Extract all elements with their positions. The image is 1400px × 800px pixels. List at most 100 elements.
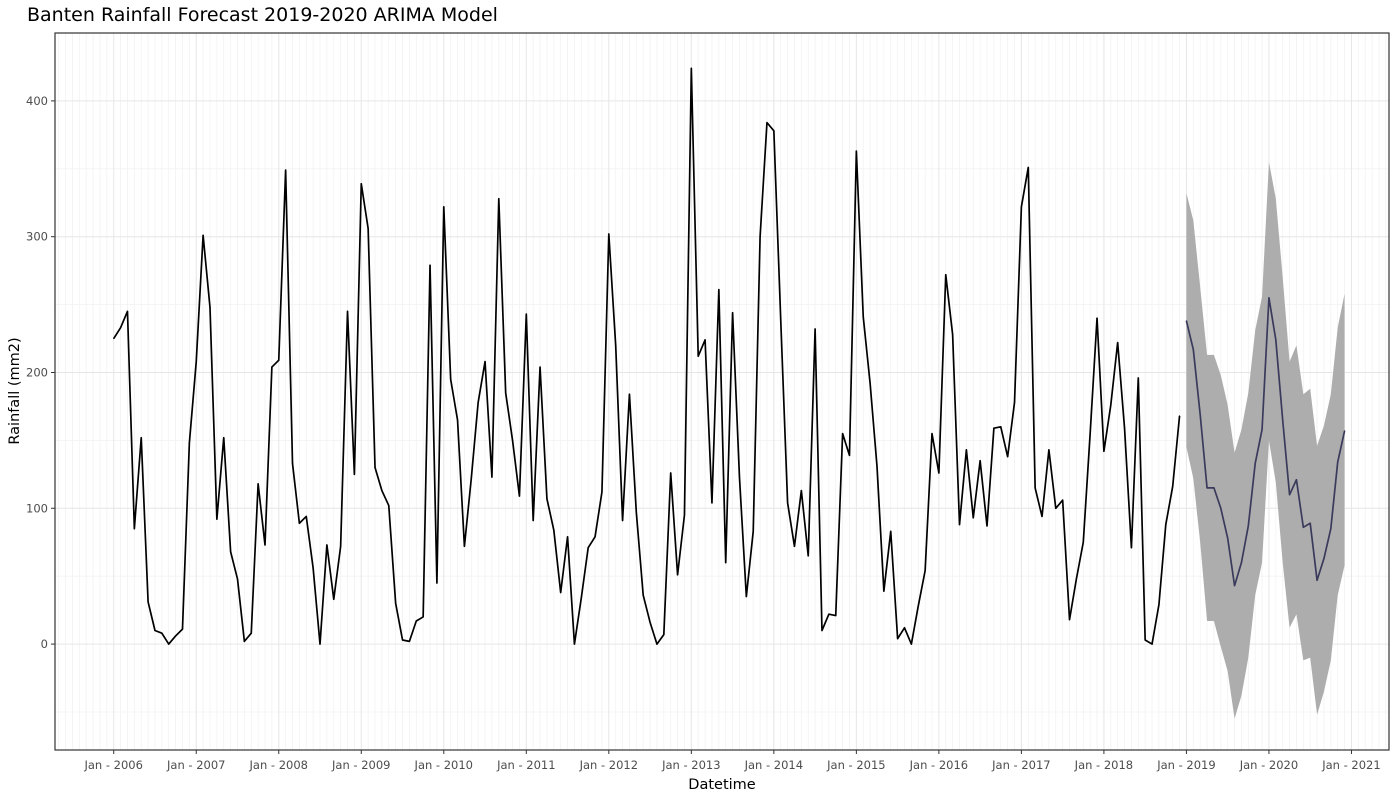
observed-point: [154, 629, 156, 632]
observed-point: [1144, 639, 1146, 641]
x-tick-label: Jan - 2007: [166, 758, 225, 772]
observed-point: [793, 545, 796, 547]
observed-point: [628, 393, 631, 395]
forecast-point: [1220, 507, 1222, 509]
observed-point: [216, 518, 218, 520]
observed-point: [1117, 342, 1119, 344]
observed-point: [1082, 541, 1084, 543]
observed-point: [814, 328, 816, 330]
observed-point: [1178, 415, 1181, 417]
observed-point: [181, 628, 184, 630]
observed-point: [635, 511, 637, 513]
observed-point: [1041, 515, 1043, 518]
forecast-rainfall-line: [1185, 296, 1346, 587]
observed-point: [243, 640, 245, 642]
forecast-point: [1343, 430, 1346, 432]
forecast-point: [1213, 487, 1215, 489]
observed-point: [842, 433, 844, 435]
forecast-point: [1323, 557, 1325, 560]
observed-point: [580, 597, 582, 599]
observed-point: [890, 530, 892, 532]
observed-point: [120, 327, 122, 329]
observed-point: [924, 570, 926, 572]
observed-point: [807, 555, 809, 557]
forecast-point: [1288, 494, 1291, 496]
observed-point: [505, 392, 507, 394]
x-tick-label: Jan - 2020: [1239, 758, 1298, 772]
observed-point: [938, 472, 940, 474]
observed-point: [539, 366, 541, 368]
observed-point: [133, 528, 135, 530]
observed-point: [456, 419, 459, 421]
observed-point: [979, 460, 981, 462]
x-tick-label: Jan - 2010: [414, 758, 473, 772]
observed-point: [594, 536, 596, 538]
x-tick-label: Jan - 2014: [744, 758, 803, 772]
observed-point: [401, 639, 404, 641]
x-tick-label: Jan - 2011: [496, 758, 555, 772]
observed-point: [1013, 401, 1016, 403]
observed-point: [415, 620, 417, 622]
observed-point: [773, 130, 775, 132]
observed-point: [972, 517, 974, 519]
observed-point: [491, 476, 493, 478]
observed-point: [1172, 485, 1174, 488]
observed-point: [1089, 433, 1091, 435]
observed-point: [326, 544, 328, 546]
observed-point: [690, 67, 692, 69]
x-tick-label: Jan - 2019: [1156, 758, 1215, 772]
major-grid: [55, 33, 1389, 750]
observed-point: [642, 594, 644, 596]
observed-point: [484, 361, 486, 363]
observed-point: [1034, 487, 1036, 489]
observed-point: [285, 169, 287, 171]
x-tick-label: Jan - 2009: [331, 758, 390, 772]
observed-point: [862, 316, 864, 318]
forecast-point: [1240, 562, 1243, 564]
observed-point: [566, 536, 569, 538]
observed-point: [408, 640, 410, 642]
observed-point: [271, 366, 273, 368]
observed-point: [766, 122, 768, 124]
observed-point: [443, 206, 445, 208]
observed-point: [910, 643, 912, 645]
forecast-point: [1316, 579, 1318, 581]
observed-point: [1000, 426, 1002, 428]
observed-point: [1020, 206, 1022, 208]
y-tick-label: 400: [26, 94, 48, 108]
observed-point: [236, 578, 239, 580]
observed-point: [161, 632, 163, 634]
observed-point: [649, 621, 651, 623]
observed-point: [897, 638, 899, 640]
observed-rainfall-line: [113, 67, 1181, 645]
observed-point: [835, 614, 837, 617]
observed-point: [223, 437, 225, 439]
forecast-interval: [1186, 162, 1345, 719]
observed-point: [298, 522, 300, 524]
observed-point: [780, 318, 782, 321]
observed-point: [230, 551, 232, 553]
observed-point: [958, 523, 961, 526]
observed-point: [188, 442, 190, 444]
observed-point: [800, 490, 802, 492]
observed-point: [903, 627, 906, 629]
observed-point: [346, 310, 349, 312]
observed-point: [676, 574, 679, 576]
x-tick-label: Jan - 2017: [991, 758, 1050, 772]
observed-point: [553, 529, 555, 531]
forecast-point: [1185, 320, 1188, 322]
observed-point: [381, 490, 383, 492]
observed-point: [1007, 456, 1009, 458]
x-tick-label: Jan - 2018: [1074, 758, 1133, 772]
observed-point: [463, 545, 466, 547]
observed-point: [264, 544, 266, 546]
observed-point: [175, 635, 177, 637]
observed-point: [1027, 166, 1029, 169]
observed-point: [828, 613, 830, 615]
chart-title: Banten Rainfall Forecast 2019-2020 ARIMA…: [27, 4, 498, 26]
y-tick-label: 300: [26, 230, 48, 244]
forecast-point: [1233, 585, 1236, 587]
observed-point: [759, 236, 761, 238]
observed-point: [587, 547, 589, 549]
forecast-point: [1227, 537, 1229, 539]
